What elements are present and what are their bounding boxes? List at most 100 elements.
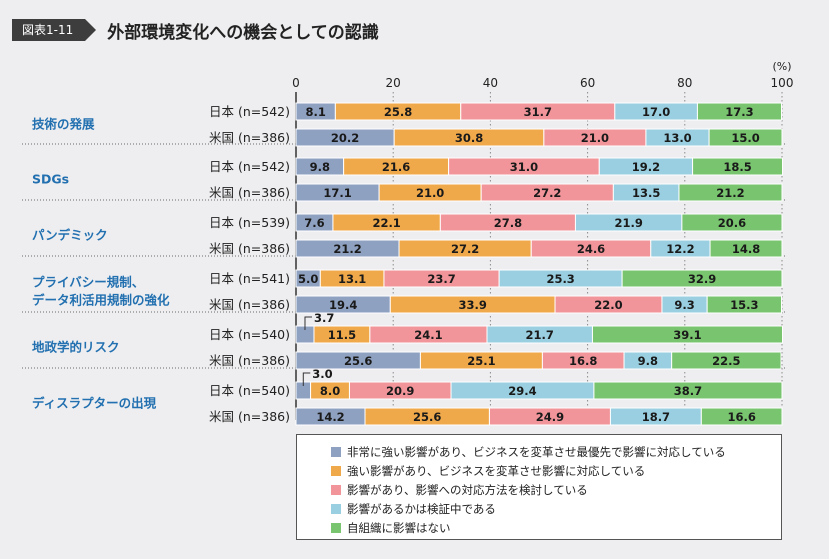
legend-label: 自組織に影響はない: [347, 520, 451, 535]
x-tick-label: 80: [677, 76, 692, 90]
legend-label: 影響があり、影響への対応方法を検討している: [347, 482, 588, 497]
data-label: 23.7: [427, 272, 455, 286]
data-label: 31.0: [510, 160, 538, 174]
row-label: 日本 (n=540): [209, 327, 290, 342]
group-label: 地政学的リスク: [32, 340, 120, 355]
data-label: 21.2: [333, 242, 361, 256]
data-label: 3.7: [314, 311, 334, 325]
data-label: 8.0: [320, 384, 340, 398]
legend-swatch: [331, 503, 341, 514]
legend-label: 影響があるかは検証中である: [347, 501, 496, 516]
bar-segment: [700, 407, 783, 426]
data-label: 27.8: [494, 216, 522, 230]
data-label: 19.4: [329, 298, 357, 312]
legend-item: 影響があるかは検証中である: [331, 499, 781, 518]
data-label: 17.1: [323, 186, 351, 200]
legend-item: 強い影響があり、ビジネスを変革させ影響に対応している: [331, 461, 781, 480]
row-label: 米国 (n=386): [209, 130, 290, 145]
data-label: 21.0: [581, 131, 609, 145]
figure-title: 外部環境変化への機会としての認識: [107, 22, 379, 43]
data-label: 21.6: [382, 160, 410, 174]
data-label: 11.5: [328, 328, 356, 342]
legend-swatch: [331, 484, 341, 495]
data-label: 20.2: [331, 131, 359, 145]
data-label: 38.7: [674, 384, 702, 398]
legend-swatch: [331, 446, 341, 457]
group-label: プライバシー規制、: [32, 275, 144, 290]
group-label: ディスラプターの出現: [32, 396, 157, 411]
group-label: SDGs: [32, 172, 69, 187]
data-label: 9.3: [674, 298, 694, 312]
row-label: 米国 (n=386): [209, 185, 290, 200]
data-label: 21.0: [416, 186, 444, 200]
data-label: 33.9: [458, 298, 486, 312]
figure-number-tag: 図表1-11: [12, 19, 97, 41]
data-label: 16.8: [569, 354, 597, 368]
data-label: 39.1: [673, 328, 701, 342]
bar-segment: [681, 213, 783, 232]
x-tick-label: 0: [292, 76, 300, 90]
data-label: 25.6: [344, 354, 372, 368]
data-label: 15.3: [730, 298, 758, 312]
data-label: 24.1: [414, 328, 442, 342]
data-label: 30.8: [455, 131, 483, 145]
legend-item: 影響があり、影響への対応方法を検討している: [331, 480, 781, 499]
axis-unit-label: (%): [772, 60, 791, 73]
legend-swatch: [331, 465, 341, 476]
row-label: 日本 (n=542): [209, 159, 290, 174]
data-label: 25.1: [467, 354, 495, 368]
data-label: 27.2: [533, 186, 561, 200]
data-label: 22.0: [594, 298, 622, 312]
row-label: 米国 (n=386): [209, 409, 290, 424]
x-tick-label: 60: [580, 76, 595, 90]
data-label: 8.1: [305, 105, 325, 119]
data-label: 17.3: [725, 105, 753, 119]
legend-label: 強い影響があり、ビジネスを変革させ影響に対応している: [347, 463, 646, 478]
data-label: 25.6: [413, 410, 441, 424]
legend-item: 自組織に影響はない: [331, 518, 781, 537]
data-label: 24.9: [536, 410, 564, 424]
data-label: 22.1: [372, 216, 400, 230]
data-label: 13.0: [663, 131, 691, 145]
data-label: 32.9: [688, 272, 716, 286]
data-label: 16.6: [727, 410, 755, 424]
data-label: 18.5: [723, 160, 751, 174]
data-label: 21.7: [526, 328, 554, 342]
data-label: 3.0: [312, 367, 332, 381]
data-label: 25.8: [384, 105, 412, 119]
bar-segment: [671, 351, 782, 370]
data-label: 5.0: [298, 272, 318, 286]
data-label: 31.7: [524, 105, 552, 119]
bar-segment: [621, 269, 783, 288]
data-label: 9.8: [638, 354, 658, 368]
row-label: 日本 (n=542): [209, 104, 290, 119]
data-label: 7.6: [304, 216, 324, 230]
row-label: 米国 (n=386): [209, 297, 290, 312]
data-label: 17.0: [642, 105, 670, 119]
bar-segment: [696, 102, 783, 121]
chart-legend: 非常に強い影響があり、ビジネスを変革させ最優先で影響に対応している 強い影響があり…: [296, 434, 782, 540]
data-label: 14.2: [316, 410, 344, 424]
bar-segment: [706, 295, 783, 314]
row-label: 米国 (n=386): [209, 241, 290, 256]
data-label: 19.2: [632, 160, 660, 174]
legend-swatch: [331, 522, 341, 533]
x-tick-label: 40: [483, 76, 498, 90]
legend-label: 非常に強い影響があり、ビジネスを変革させ最優先で影響に対応している: [347, 444, 726, 459]
group-label: 技術の発展: [32, 117, 95, 132]
x-tick-label: 100: [771, 76, 794, 90]
bar-segment: [591, 325, 783, 344]
data-label: 21.2: [716, 186, 744, 200]
data-label: 29.4: [508, 384, 536, 398]
data-label-leader: [302, 372, 311, 386]
data-label: 27.2: [451, 242, 479, 256]
row-label: 日本 (n=541): [209, 271, 290, 286]
data-label: 24.6: [577, 242, 605, 256]
data-label: 13.5: [632, 186, 660, 200]
figure-header: 図表1-11 外部環境変化への機会としての認識: [12, 14, 379, 46]
legend-item: 非常に強い影響があり、ビジネスを変革させ最優先で影響に対応している: [331, 442, 781, 461]
data-label: 25.3: [546, 272, 574, 286]
row-label: 日本 (n=540): [209, 383, 290, 398]
bar-segment: [709, 239, 783, 258]
